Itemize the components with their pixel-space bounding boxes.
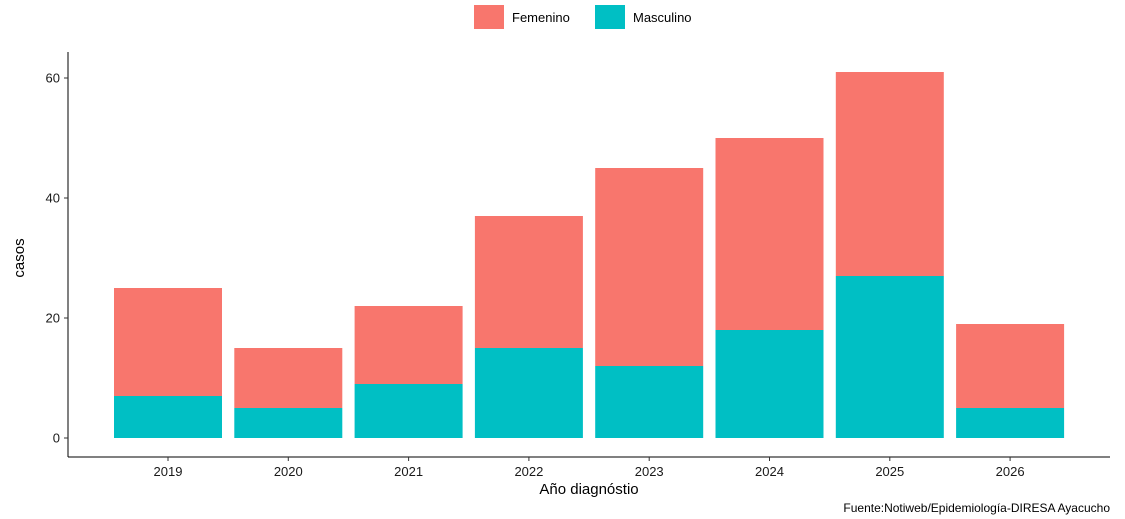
bar-2021-femenino bbox=[354, 306, 463, 384]
y-tick-label-0: 0 bbox=[53, 431, 60, 446]
bar-2019-femenino bbox=[114, 288, 222, 396]
legend-key-femenino bbox=[474, 5, 504, 29]
x-tick-label-2023: 2023 bbox=[635, 464, 664, 479]
x-tick-label-2021: 2021 bbox=[394, 464, 423, 479]
legend-key-masculino bbox=[595, 5, 625, 29]
bar-2020-masculino bbox=[234, 408, 343, 438]
x-tick-label-2020: 2020 bbox=[274, 464, 303, 479]
bar-2024-masculino bbox=[715, 330, 824, 438]
bar-2023-femenino bbox=[595, 168, 704, 366]
legend: Femenino Masculino bbox=[474, 5, 692, 29]
x-tick-label-2019: 2019 bbox=[154, 464, 183, 479]
x-tick-label-2024: 2024 bbox=[755, 464, 784, 479]
bar-2020-femenino bbox=[234, 348, 343, 408]
bar-2023-masculino bbox=[595, 366, 704, 438]
bars-layer bbox=[114, 72, 1065, 438]
bar-2022-masculino bbox=[474, 348, 583, 438]
y-tick-label-60: 60 bbox=[46, 71, 60, 86]
y-axis-title: casos bbox=[11, 238, 28, 277]
y-tick-label-20: 20 bbox=[46, 311, 60, 326]
bar-2026-masculino bbox=[956, 408, 1065, 438]
bar-2024-femenino bbox=[715, 138, 824, 330]
axes-layer: 0 20 40 60 2019 2020 2021 2022 2023 2024 2025 2026 bbox=[46, 52, 1110, 479]
x-axis-title: Año diagnóstio bbox=[539, 481, 638, 498]
caption: Fuente:Notiweb/Epidemiología-DIRESA Ayac… bbox=[843, 501, 1110, 515]
legend-label-femenino: Femenino bbox=[512, 10, 570, 25]
x-tick-label-2022: 2022 bbox=[514, 464, 543, 479]
y-tick-label-40: 40 bbox=[46, 191, 60, 206]
legend-label-masculino: Masculino bbox=[633, 10, 692, 25]
bar-2025-masculino bbox=[835, 276, 944, 438]
x-tick-label-2025: 2025 bbox=[875, 464, 904, 479]
bar-2026-femenino bbox=[956, 324, 1065, 408]
bar-2025-femenino bbox=[835, 72, 944, 276]
x-tick-label-2026: 2026 bbox=[996, 464, 1025, 479]
bar-2022-femenino bbox=[474, 216, 583, 348]
bar-2019-masculino bbox=[114, 396, 222, 438]
bar-2021-masculino bbox=[354, 384, 463, 438]
